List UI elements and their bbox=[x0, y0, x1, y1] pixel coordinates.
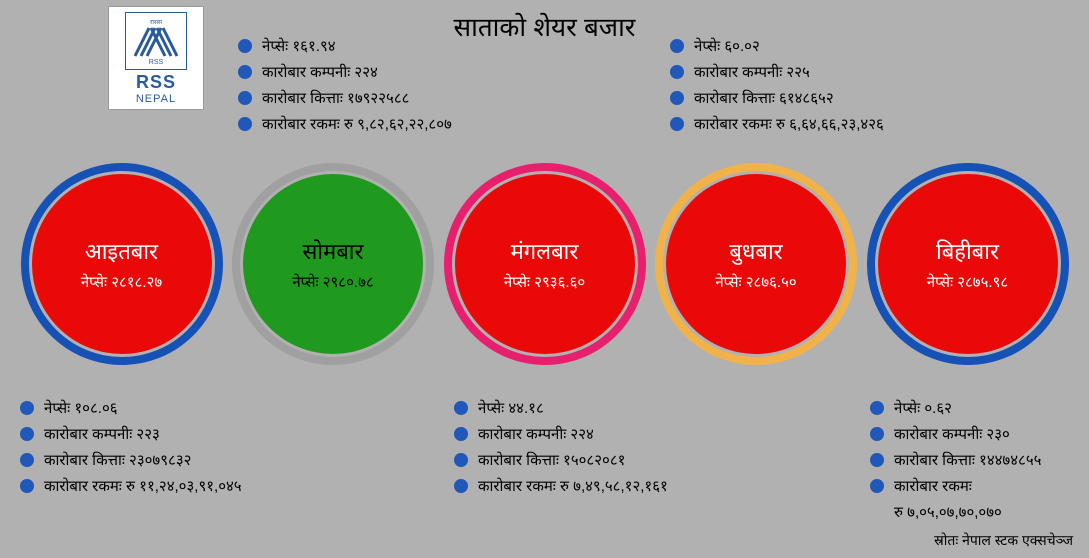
bottom-stat-block-2-row: रु ७,०५,०७,७०,०७० bbox=[870, 502, 1041, 522]
bullet-icon bbox=[20, 453, 34, 467]
bottom-stat-block-1-row: कारोबार कित्ताः १५०८२०८१ bbox=[454, 450, 668, 470]
top-stat-block-1-row: कारोबार कित्ताः ६१४८६५२ bbox=[670, 88, 884, 108]
bottom-stat-block-2-text: कारोबार कम्पनीः २३० bbox=[894, 424, 1010, 444]
day-value: नेप्सेः २९३६.६० bbox=[504, 272, 585, 292]
bottom-stat-block-2-row: नेप्सेः ०.६२ bbox=[870, 398, 1041, 418]
bullet-icon bbox=[670, 39, 684, 53]
bullet-icon bbox=[670, 91, 684, 105]
bullet-icon bbox=[870, 479, 884, 493]
bullet-icon bbox=[20, 479, 34, 493]
top-stat-block-1: नेप्सेः ६०.०२ कारोबार कम्पनीः २२५ कारोबार … bbox=[670, 36, 884, 140]
bottom-stat-block-2-row: कारोबार कम्पनीः २३० bbox=[870, 424, 1041, 444]
top-stat-block-1-row: नेप्सेः ६०.०२ bbox=[670, 36, 884, 56]
bottom-stat-block-2: नेप्सेः ०.६२ कारोबार कम्पनीः २३० कारोबार क… bbox=[870, 398, 1041, 528]
bottom-stat-block-0-text: कारोबार कम्पनीः २२३ bbox=[44, 424, 160, 444]
bottom-stat-block-2-text: कारोबार रकमः bbox=[894, 476, 972, 496]
top-stat-block-0-row: कारोबार कम्पनीः २२४ bbox=[238, 62, 452, 82]
bottom-stat-block-1-row: कारोबार कम्पनीः २२४ bbox=[454, 424, 668, 444]
bottom-stat-block-2-text: कारोबार कित्ताः १४४७४८५५ bbox=[894, 450, 1041, 470]
bullet-icon bbox=[238, 91, 252, 105]
top-stat-block-0-text: नेप्सेः १६१.९४ bbox=[262, 36, 336, 56]
bottom-stat-block-0-row: नेप्सेः १०८.०६ bbox=[20, 398, 242, 418]
top-stat-block-0-row: नेप्सेः १६१.९४ bbox=[238, 36, 452, 56]
bottom-stat-block-1: नेप्सेः ४४.१८ कारोबार कम्पनीः २२४ कारोबार … bbox=[454, 398, 668, 502]
bullet-icon bbox=[238, 117, 252, 131]
page-title: साताको शेयर बजार bbox=[0, 8, 1089, 44]
bullet-icon bbox=[870, 427, 884, 441]
bottom-stat-block-1-row: नेप्सेः ४४.१८ bbox=[454, 398, 668, 418]
bottom-stat-block-0-text: कारोबार रकमः रु ११,२४,०३,९१,०४५ bbox=[44, 476, 242, 496]
logo-text-nepal: NEPAL bbox=[136, 93, 176, 105]
svg-text:RSS: RSS bbox=[149, 59, 164, 66]
bottom-stat-block-2-row: कारोबार रकमः bbox=[870, 476, 1041, 496]
bottom-stat-block-1-text: कारोबार रकमः रु ७,४९,५८,१२,१६१ bbox=[478, 476, 668, 496]
day-value: नेप्सेः २८१८.२७ bbox=[81, 272, 162, 292]
bullet-icon bbox=[870, 401, 884, 415]
bullet-icon bbox=[454, 453, 468, 467]
bullet-icon bbox=[238, 39, 252, 53]
bottom-stat-block-0-text: कारोबार कित्ताः २३०७९८३२ bbox=[44, 450, 191, 470]
day-circle-1: सोमबार नेप्सेः २९८०.७८ bbox=[243, 174, 423, 354]
bullet-icon bbox=[20, 401, 34, 415]
day-circle-4: बिहीबार नेप्सेः २८७५.९८ bbox=[878, 174, 1058, 354]
top-stat-block-0-text: कारोबार रकमः रु ९,८२,६२,२२,८०७ bbox=[262, 114, 452, 134]
day-value: नेप्सेः २८७६.५० bbox=[715, 272, 796, 292]
day-circle-3: बुधबार नेप्सेः २८७६.५० bbox=[666, 174, 846, 354]
top-stat-block-1-text: नेप्सेः ६०.०२ bbox=[694, 36, 760, 56]
bottom-stat-block-1-text: कारोबार कित्ताः १५०८२०८१ bbox=[478, 450, 625, 470]
bullet-icon bbox=[238, 65, 252, 79]
day-name: सोमबार bbox=[303, 236, 364, 266]
top-stat-block-1-text: कारोबार रकमः रु ६,६४,६६,२३,४२६ bbox=[694, 114, 884, 134]
day-name: बिहीबार bbox=[936, 236, 999, 266]
bottom-stat-block-2-text: रु ७,०५,०७,७०,०७० bbox=[894, 502, 1002, 522]
days-row: आइतबार नेप्सेः २८१८.२७ सोमबार नेप्सेः २९८०.… bbox=[0, 174, 1089, 354]
bottom-stat-block-1-row: कारोबार रकमः रु ७,४९,५८,१२,१६१ bbox=[454, 476, 668, 496]
bullet-icon bbox=[20, 427, 34, 441]
bottom-stat-block-2-row: कारोबार कित्ताः १४४७४८५५ bbox=[870, 450, 1041, 470]
top-stat-block-0-text: कारोबार कम्पनीः २२४ bbox=[262, 62, 378, 82]
day-name: बुधबार bbox=[729, 236, 782, 266]
bullet-icon bbox=[670, 65, 684, 79]
day-value: नेप्सेः २८७५.९८ bbox=[927, 272, 1008, 292]
top-stat-block-0-row: कारोबार रकमः रु ९,८२,६२,२२,८०७ bbox=[238, 114, 452, 134]
bullet-icon bbox=[454, 427, 468, 441]
day-circle-0: आइतबार नेप्सेः २८१८.२७ bbox=[32, 174, 212, 354]
top-stat-block-1-row: कारोबार कम्पनीः २२५ bbox=[670, 62, 884, 82]
bottom-stat-block-1-text: कारोबार कम्पनीः २२४ bbox=[478, 424, 594, 444]
logo-text-rss: RSS bbox=[136, 72, 176, 93]
bottom-stat-block-0-row: कारोबार रकमः रु ११,२४,०३,९१,०४५ bbox=[20, 476, 242, 496]
day-name: मंगलबार bbox=[511, 236, 579, 266]
day-circle-2: मंगलबार नेप्सेः २९३६.६० bbox=[455, 174, 635, 354]
top-stat-block-1-row: कारोबार रकमः रु ६,६४,६६,२३,४२६ bbox=[670, 114, 884, 134]
bottom-stat-block-2-text: नेप्सेः ०.६२ bbox=[894, 398, 952, 418]
bullet-icon bbox=[870, 453, 884, 467]
bottom-stat-block-1-text: नेप्सेः ४४.१८ bbox=[478, 398, 544, 418]
bottom-stat-block-0: नेप्सेः १०८.०६ कारोबार कम्पनीः २२३ कारोबार… bbox=[20, 398, 242, 502]
day-value: नेप्सेः २९८०.७८ bbox=[292, 272, 373, 292]
bullet-icon bbox=[670, 117, 684, 131]
top-stat-block-0-row: कारोबार कित्ताः १७९२२५८८ bbox=[238, 88, 452, 108]
top-stat-block-0: नेप्सेः १६१.९४ कारोबार कम्पनीः २२४ कारोबार… bbox=[238, 36, 452, 140]
bullet-icon bbox=[454, 401, 468, 415]
day-name: आइतबार bbox=[85, 236, 158, 266]
bottom-stat-block-0-row: कारोबार कित्ताः २३०७९८३२ bbox=[20, 450, 242, 470]
top-stat-block-1-text: कारोबार कम्पनीः २२५ bbox=[694, 62, 810, 82]
bottom-stat-block-0-row: कारोबार कम्पनीः २२३ bbox=[20, 424, 242, 444]
source-credit: स्रोतः नेपाल स्टक एक्सचेञ्ज bbox=[934, 531, 1073, 550]
top-stat-block-1-text: कारोबार कित्ताः ६१४८६५२ bbox=[694, 88, 834, 108]
top-stat-block-0-text: कारोबार कित्ताः १७९२२५८८ bbox=[262, 88, 409, 108]
bottom-stat-block-0-text: नेप्सेः १०८.०६ bbox=[44, 398, 118, 418]
bullet-icon bbox=[454, 479, 468, 493]
